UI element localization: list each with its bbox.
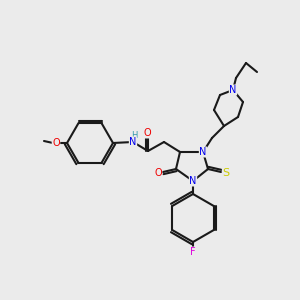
Text: O: O (52, 138, 60, 148)
Text: N: N (229, 85, 237, 95)
Text: O: O (154, 168, 162, 178)
Text: N: N (129, 137, 137, 147)
Text: O: O (143, 128, 151, 138)
Text: H: H (131, 131, 137, 140)
Text: N: N (199, 147, 207, 157)
Text: F: F (190, 247, 196, 257)
Text: N: N (189, 176, 197, 186)
Text: S: S (222, 168, 230, 178)
